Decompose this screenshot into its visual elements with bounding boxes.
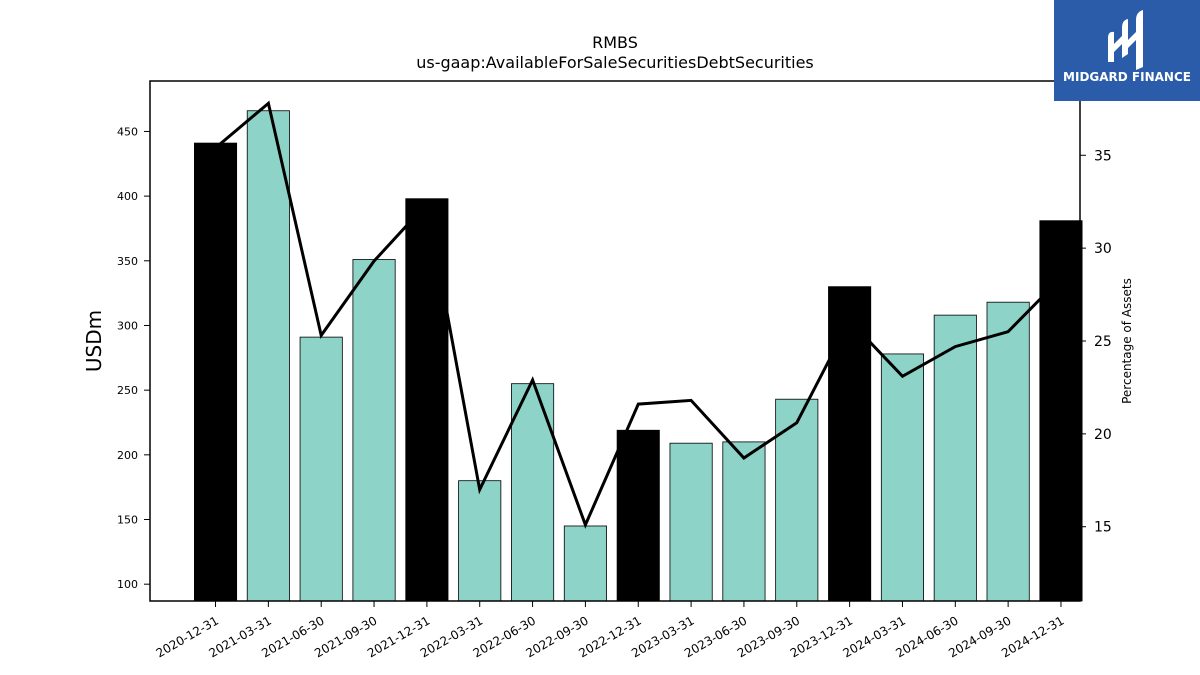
bar-2022-03-31 bbox=[458, 480, 502, 602]
bar-2023-03-31 bbox=[669, 442, 713, 602]
bars-group bbox=[193, 110, 1083, 602]
percentage-line bbox=[214, 100, 1063, 529]
y-axis-label: USDm bbox=[82, 310, 106, 372]
bar-2021-03-31 bbox=[246, 110, 290, 602]
y-tick-label: 150 bbox=[117, 514, 138, 527]
y2-axis-label: Percentage of Assets bbox=[1120, 278, 1134, 404]
y2-tick-label: 15 bbox=[1094, 520, 1112, 536]
left-axis-ticks: 100 150 200 250 300 350 400 450 bbox=[117, 125, 150, 591]
chart-subtitle: us-gaap:AvailableForSaleSecuritiesDebtSe… bbox=[416, 53, 814, 72]
y2-tick-label: 30 bbox=[1094, 241, 1112, 257]
y2-tick-label: 35 bbox=[1094, 148, 1112, 164]
x-axis-ticks: 2020-12-312021-03-312021-06-302021-09-30… bbox=[154, 601, 1066, 660]
y-tick-label: 100 bbox=[117, 578, 138, 591]
bar-2022-09-30 bbox=[563, 525, 607, 602]
bar-2023-06-30 bbox=[722, 441, 766, 602]
y-tick-label: 250 bbox=[117, 384, 138, 397]
bar-2021-12-31 bbox=[405, 198, 449, 602]
y-tick-label: 450 bbox=[117, 125, 138, 138]
line-series-group bbox=[214, 100, 1063, 529]
bar-2023-09-30 bbox=[775, 398, 819, 602]
bar-2024-03-31 bbox=[880, 353, 924, 602]
bar-2024-09-30 bbox=[986, 301, 1030, 602]
y-tick-label: 300 bbox=[117, 319, 138, 332]
y-tick-label: 200 bbox=[117, 449, 138, 462]
bar-2021-06-30 bbox=[299, 336, 343, 602]
bar-2022-12-31 bbox=[616, 429, 660, 602]
midgard-finance-logo: MIDGARD FINANCE bbox=[1054, 0, 1200, 101]
y2-tick-label: 20 bbox=[1094, 427, 1112, 443]
y-tick-label: 350 bbox=[117, 255, 138, 268]
right-axis-ticks: 15 20 25 30 35 bbox=[1080, 148, 1112, 536]
y-tick-label: 400 bbox=[117, 190, 138, 203]
bar-2024-06-30 bbox=[933, 314, 977, 602]
bar-2024-12-31 bbox=[1039, 220, 1083, 602]
chart-title: RMBS bbox=[592, 33, 638, 52]
logo-mark-icon bbox=[1108, 10, 1143, 70]
bar-2021-09-30 bbox=[352, 259, 396, 602]
bar-2020-12-31 bbox=[193, 142, 238, 602]
bar-2023-12-31 bbox=[828, 286, 872, 602]
y2-tick-label: 25 bbox=[1094, 334, 1112, 350]
logo-text: MIDGARD FINANCE bbox=[1063, 70, 1191, 84]
